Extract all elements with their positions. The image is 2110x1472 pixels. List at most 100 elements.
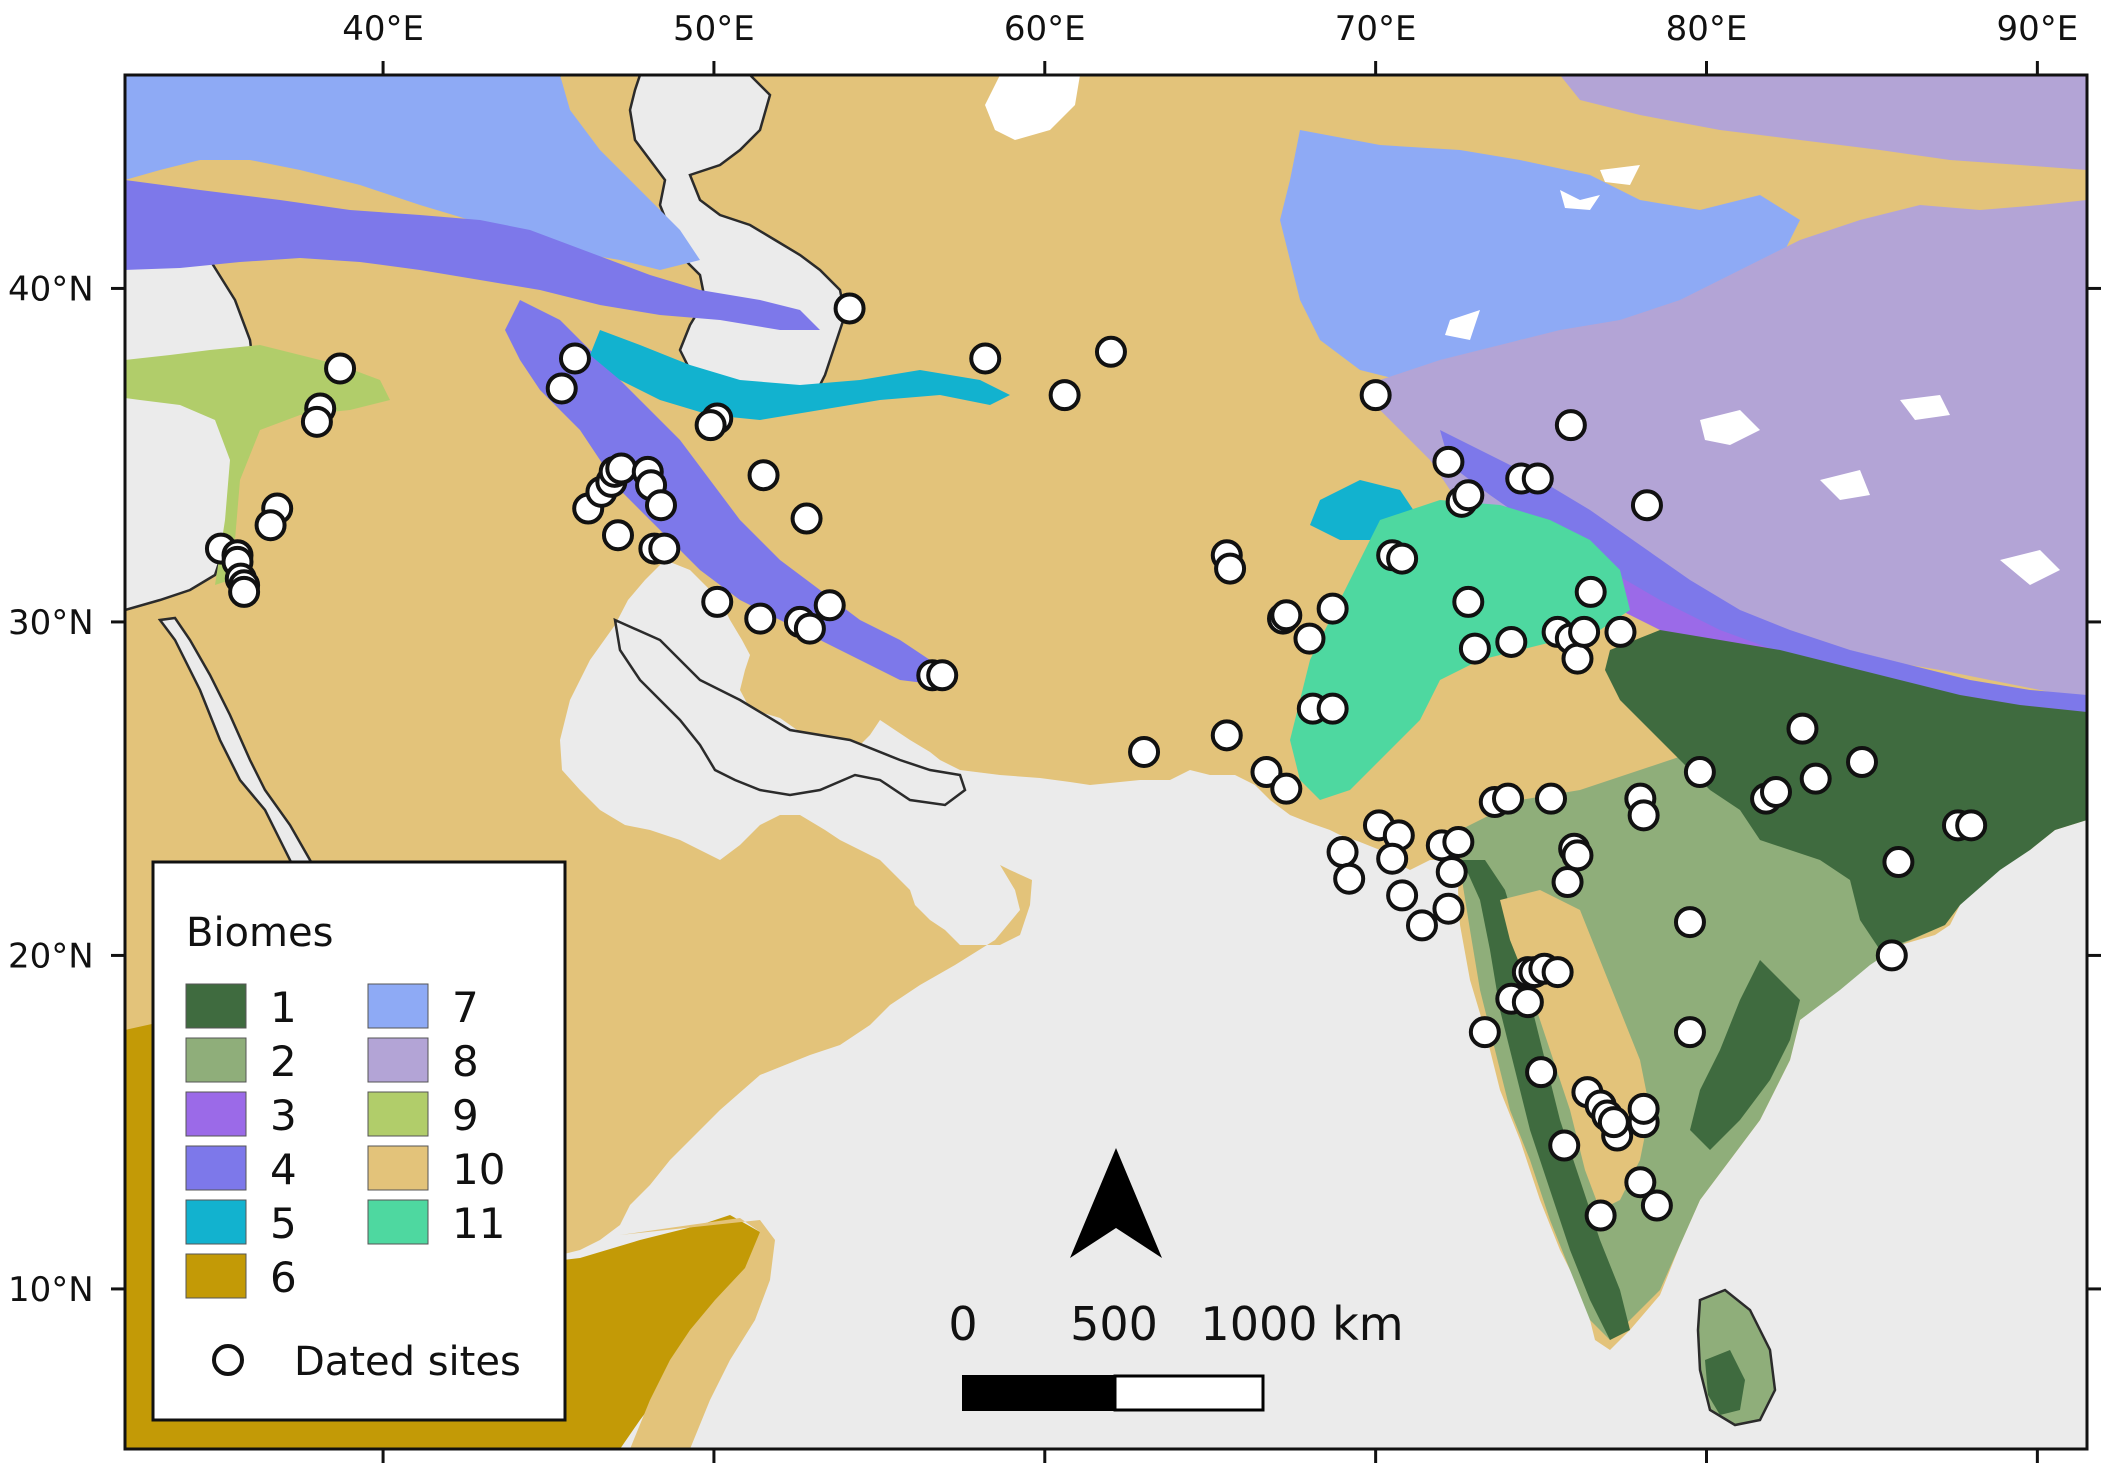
- dated-site-marker: [1561, 839, 1594, 872]
- dated-site-marker: [1468, 1016, 1501, 1049]
- map-frame: [123, 73, 2089, 1451]
- dated-site-marker: [1683, 756, 1716, 789]
- legend-swatch-7: [367, 983, 429, 1029]
- lat-tick-label: 10°N: [8, 1270, 94, 1310]
- dated-site-marker: [1535, 782, 1568, 815]
- dated-site-marker: [1955, 809, 1988, 842]
- legend-swatch-3: [185, 1091, 247, 1137]
- dated-site-marker: [1293, 622, 1326, 655]
- legend-label-2: 2: [270, 1037, 297, 1086]
- dated-site-marker: [1627, 1092, 1660, 1125]
- scale-label-1000: 1000 km: [1200, 1297, 1403, 1351]
- dated-site-marker: [1376, 842, 1409, 875]
- dated-site-marker: [1630, 489, 1663, 522]
- dated-site-marker: [1574, 575, 1607, 608]
- dated-site-marker: [1640, 1189, 1673, 1222]
- dated-sites-layer: [204, 292, 1988, 1232]
- dated-site-marker: [747, 459, 780, 492]
- legend-label-5: 5: [270, 1199, 297, 1248]
- persian-gulf: [613, 617, 967, 807]
- dated-site-marker: [1568, 615, 1601, 648]
- biome-7-north-band: [125, 75, 700, 270]
- dated-site-marker: [1846, 746, 1879, 778]
- legend-swatch-8: [367, 1037, 429, 1083]
- dated-site-marker: [694, 409, 727, 442]
- dated-site-marker: [1627, 799, 1660, 832]
- legend-sites-label: Dated sites: [294, 1339, 521, 1385]
- legend-label-11: 11: [452, 1199, 505, 1248]
- dated-site-marker: [1316, 692, 1349, 725]
- dated-site-marker: [1786, 712, 1819, 745]
- dated-site-marker: [1548, 1129, 1581, 1162]
- legend-swatch-10: [367, 1145, 429, 1191]
- dated-site-marker: [1048, 379, 1081, 412]
- legend: Biomes 1 2 3 4 5 6 7 8 9 10 11 Dated sites: [151, 860, 567, 1422]
- lat-tick-label: 20°N: [8, 936, 94, 976]
- dated-site-marker: [601, 519, 634, 552]
- dated-site-marker: [926, 659, 959, 692]
- legend-box: [151, 860, 567, 1422]
- dated-site-marker: [1495, 625, 1528, 658]
- legend-swatch-1: [185, 983, 247, 1029]
- dated-site-marker: [1624, 1166, 1657, 1199]
- legend-swatch-11: [367, 1199, 429, 1245]
- dated-site-marker: [1210, 719, 1243, 752]
- lon-tick-label: 50°E: [673, 9, 755, 49]
- axis-ticks: [111, 61, 2101, 1463]
- dated-site-marker: [1316, 592, 1349, 625]
- scale-bar-black-segment: [962, 1375, 1116, 1411]
- legend-swatch-2: [185, 1037, 247, 1083]
- dated-site-marker: [1584, 1199, 1617, 1232]
- biome-1-eastern-ghats: [1690, 960, 1800, 1150]
- dated-site-marker: [1359, 379, 1392, 412]
- dated-site-marker: [558, 342, 591, 375]
- dated-site-marker: [1458, 632, 1491, 665]
- legend-label-1: 1: [270, 983, 297, 1032]
- dated-site-marker: [1521, 462, 1554, 495]
- dated-site-marker: [1386, 542, 1419, 575]
- legend-label-3: 3: [270, 1091, 297, 1140]
- dated-site-marker: [1673, 1016, 1706, 1049]
- aral-sea: [985, 75, 1080, 140]
- biome-4-caucasus: [125, 180, 820, 330]
- dated-site-marker: [1405, 909, 1438, 942]
- dated-site-marker: [1452, 479, 1485, 512]
- biome-4-himalaya: [1440, 430, 2087, 720]
- legend-label-8: 8: [452, 1037, 479, 1086]
- legend-label-6: 6: [270, 1253, 297, 1302]
- dated-site-marker: [1128, 735, 1161, 768]
- legend-swatch-5: [185, 1199, 247, 1245]
- lon-tick-label: 70°E: [1335, 9, 1417, 49]
- dated-site-marker: [228, 575, 261, 608]
- scale-bar-white-segment: [1113, 1374, 1265, 1412]
- dated-site-marker: [1270, 599, 1303, 632]
- legend-label-9: 9: [452, 1091, 479, 1140]
- africa-coast-strip: [620, 1218, 775, 1449]
- dated-site-marker: [254, 509, 287, 542]
- dated-site-marker: [1326, 836, 1359, 869]
- legend-title: Biomes: [186, 910, 333, 956]
- dated-site-marker: [1541, 956, 1574, 989]
- dated-site-marker: [1094, 335, 1127, 368]
- dated-site-marker: [1511, 986, 1544, 1019]
- biome-8-north: [1560, 75, 2087, 170]
- legend-site-symbol-icon: [212, 1344, 244, 1376]
- biome-8-tibet: [1380, 200, 2087, 700]
- dated-site-marker: [300, 405, 333, 438]
- dated-site-marker: [1333, 862, 1366, 895]
- biome-1-northeast: [1605, 630, 2087, 950]
- dated-site-marker: [644, 489, 677, 522]
- lon-tick-label: 80°E: [1666, 9, 1748, 49]
- axis-tick-labels: 40°E 50°E 60°E 70°E 80°E 90°E 40°N 30°N 20°N 10°N: [8, 9, 2078, 1310]
- scale-label-500: 500: [1070, 1297, 1158, 1351]
- dated-site-marker: [1452, 585, 1485, 618]
- dated-site-marker: [1491, 782, 1524, 815]
- dated-site-marker: [1561, 642, 1594, 675]
- dated-site-marker: [605, 452, 638, 485]
- dated-site-marker: [1597, 1106, 1630, 1139]
- dated-site-marker: [1554, 409, 1587, 442]
- legend-swatch-4: [185, 1145, 247, 1191]
- dated-site-marker: [969, 342, 1002, 375]
- dated-site-marker: [833, 292, 866, 325]
- scale-label-0: 0: [948, 1297, 977, 1351]
